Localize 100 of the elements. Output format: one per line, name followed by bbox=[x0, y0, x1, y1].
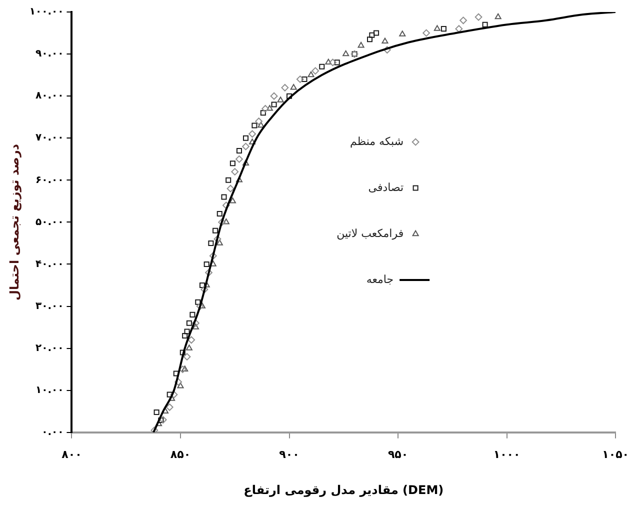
y-tick-label: ۲۰.۰۰ bbox=[36, 342, 64, 354]
point bbox=[212, 228, 218, 234]
point bbox=[277, 96, 284, 102]
point bbox=[236, 155, 243, 163]
point bbox=[281, 84, 289, 92]
point bbox=[302, 76, 308, 82]
point bbox=[182, 332, 188, 338]
point bbox=[199, 282, 206, 288]
point bbox=[184, 328, 190, 334]
point bbox=[325, 58, 332, 65]
x-tick-label: ۹۵۰ bbox=[388, 448, 408, 461]
y-tick-label: ۳۰.۰۰ bbox=[36, 300, 64, 312]
point bbox=[262, 104, 270, 112]
point bbox=[248, 130, 256, 138]
point bbox=[190, 312, 196, 318]
point bbox=[196, 302, 204, 310]
y-tick-label: ۵۰.۰۰ bbox=[36, 216, 64, 228]
point bbox=[242, 142, 250, 150]
point bbox=[271, 102, 277, 108]
point bbox=[329, 58, 336, 66]
point bbox=[208, 240, 214, 246]
point bbox=[192, 324, 199, 330]
point bbox=[182, 366, 188, 372]
point bbox=[236, 148, 242, 154]
point bbox=[166, 403, 174, 411]
point bbox=[494, 13, 502, 20]
point bbox=[183, 353, 191, 360]
point bbox=[369, 32, 375, 38]
y-tick-label: ۹۰.۰۰ bbox=[36, 48, 64, 60]
point bbox=[230, 160, 236, 166]
point bbox=[200, 286, 208, 294]
point bbox=[266, 104, 273, 111]
x-tick-label: ۸۰۰ bbox=[62, 448, 82, 461]
point bbox=[474, 13, 482, 21]
point bbox=[188, 336, 196, 344]
point bbox=[222, 202, 230, 210]
y-tick-label: ۱۰.۰۰ bbox=[36, 384, 64, 396]
point bbox=[358, 42, 364, 48]
y-axis-title: درصد توزیع تجمعی احتمال bbox=[7, 144, 22, 300]
point bbox=[186, 344, 192, 350]
point bbox=[342, 50, 350, 56]
point bbox=[252, 122, 258, 128]
point bbox=[308, 71, 314, 78]
point bbox=[174, 378, 182, 386]
y-tick-label: ۱۰۰.۰۰ bbox=[29, 6, 64, 18]
point bbox=[255, 118, 263, 126]
point bbox=[319, 64, 325, 70]
point bbox=[236, 176, 242, 182]
point bbox=[150, 426, 158, 432]
x-tick-label: ۸۵۰ bbox=[170, 448, 191, 461]
y-tick-label: ۸۰.۰۰ bbox=[36, 90, 64, 102]
point bbox=[205, 268, 212, 276]
x-tick-label: ۹۰۰ bbox=[279, 448, 300, 461]
point bbox=[242, 160, 250, 166]
x-tick-label: ۱۰۰۰ bbox=[493, 448, 520, 461]
point bbox=[440, 26, 446, 32]
point bbox=[216, 240, 223, 246]
point bbox=[366, 36, 373, 42]
point bbox=[204, 261, 210, 268]
point bbox=[192, 319, 200, 327]
point bbox=[166, 392, 172, 398]
point bbox=[422, 29, 430, 37]
point bbox=[226, 184, 234, 192]
point bbox=[170, 390, 178, 398]
point bbox=[249, 138, 256, 144]
point bbox=[374, 30, 380, 36]
legend-label: فرامکعب لاتین bbox=[336, 226, 404, 240]
point bbox=[195, 299, 201, 305]
point bbox=[482, 22, 488, 28]
point bbox=[383, 46, 391, 54]
point bbox=[231, 168, 239, 176]
point bbox=[221, 194, 227, 200]
point bbox=[214, 235, 222, 243]
legend-label: تصادفی bbox=[368, 180, 404, 194]
point bbox=[382, 38, 388, 44]
point bbox=[296, 76, 304, 83]
y-tick-label: ۷۰.۰۰ bbox=[36, 132, 64, 144]
point bbox=[460, 16, 467, 24]
point bbox=[290, 84, 297, 90]
x-axis-title: مقادیر مدل رقومی ارتفاع (DEM) bbox=[244, 482, 444, 497]
point bbox=[222, 218, 230, 224]
y-tick-label: ۶۰.۰۰ bbox=[36, 174, 64, 186]
point bbox=[159, 416, 167, 424]
point bbox=[177, 382, 184, 388]
point bbox=[270, 92, 278, 100]
point bbox=[258, 122, 264, 128]
point bbox=[218, 218, 226, 226]
point bbox=[173, 370, 179, 376]
point bbox=[180, 350, 186, 356]
point bbox=[312, 67, 320, 75]
legend-label: شبکه منظم bbox=[350, 134, 404, 148]
legend-label: جامعه bbox=[366, 272, 394, 286]
point bbox=[229, 197, 236, 204]
point bbox=[186, 320, 192, 326]
point bbox=[434, 25, 440, 31]
point bbox=[260, 110, 266, 116]
point bbox=[154, 409, 160, 415]
point bbox=[242, 135, 249, 141]
y-tick-label: ۰.۰۰ bbox=[42, 426, 64, 438]
x-tick-label: ۱۰۵۰ bbox=[602, 448, 629, 461]
